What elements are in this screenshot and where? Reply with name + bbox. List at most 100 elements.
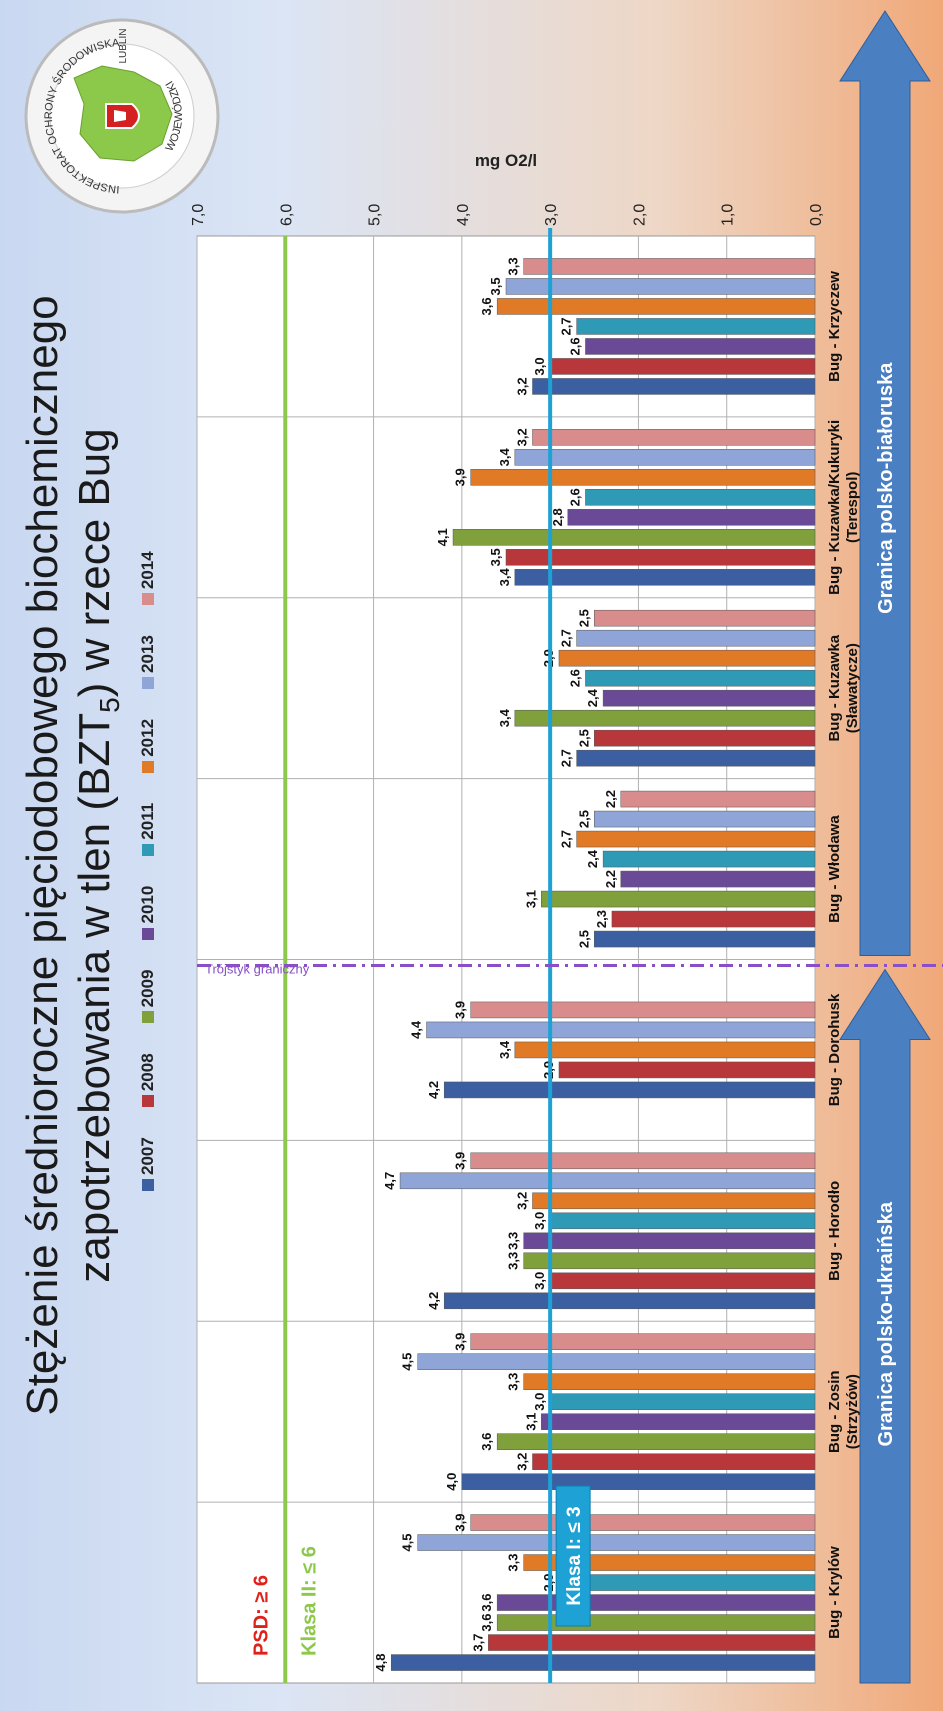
bar-value-label: 2,2	[603, 870, 618, 888]
bar-2010	[602, 689, 816, 707]
bar-value-label: 3,2	[514, 1192, 529, 1210]
bar-2007	[576, 749, 816, 767]
y-tick-label: 7,0	[190, 204, 207, 226]
klasa1-label-box	[555, 1485, 591, 1627]
bar-value-label: 3,0	[532, 1272, 547, 1290]
category-label: Bug - Kuzawka/Kukuryki	[826, 420, 843, 595]
bar-value-label: 2,5	[576, 930, 591, 948]
bar-2009	[452, 529, 816, 546]
bar-value-label: 3,6	[479, 297, 494, 315]
bar-2012	[523, 1554, 816, 1571]
bar-2012	[523, 1373, 816, 1390]
y-tick-label: 0,0	[808, 204, 825, 226]
category-sublabel: (Terespol)	[844, 472, 861, 543]
bar-2013	[426, 1021, 816, 1039]
klasa2-label: Klasa II: ≤ 6	[298, 1546, 320, 1656]
bar-value-label: 3,3	[506, 1232, 521, 1250]
bar-2010	[620, 870, 816, 888]
bar-2009	[496, 1614, 816, 1631]
bar-2014	[532, 429, 816, 446]
bar-2010	[567, 509, 816, 526]
category-sublabel: (Sławatycze)	[844, 643, 861, 733]
bar-2010	[523, 1232, 816, 1250]
bar-2010	[585, 338, 816, 355]
y-tick-label: 4,0	[455, 204, 472, 226]
bar-value-label: 2,7	[559, 317, 574, 335]
category-label: Bug - Krzyczew	[826, 271, 843, 382]
bar-2008	[611, 910, 816, 928]
bar-2007	[390, 1654, 816, 1671]
bar-value-label: 2,5	[576, 810, 591, 828]
bar-value-label: 3,6	[479, 1594, 494, 1612]
bar-2010	[496, 1594, 816, 1611]
y-tick-label: 5,0	[367, 204, 384, 226]
bar-2013	[417, 1534, 816, 1551]
bar-value-label: 2,4	[585, 849, 600, 868]
bar-value-label: 4,5	[400, 1534, 415, 1552]
bar-value-label: 4,2	[426, 1081, 441, 1099]
bar-2011	[585, 489, 816, 506]
bar-value-label: 3,9	[453, 468, 468, 486]
bar-value-label: 4,2	[426, 1292, 441, 1310]
bar-value-label: 2,5	[576, 609, 591, 627]
wios-logo: INSPEKTORAT OCHRONY ŚRODOWISKA WOJEWÓDZK…	[24, 18, 220, 214]
category-label: Bug - Krylów	[826, 1546, 843, 1639]
bar-2012	[576, 830, 816, 848]
bar-2014	[620, 790, 816, 808]
bar-2011	[549, 1212, 816, 1230]
bar-value-label: 4,5	[400, 1353, 415, 1371]
bar-2011	[558, 1574, 816, 1591]
bar-value-label: 2,4	[585, 688, 600, 707]
bar-2013	[576, 629, 816, 647]
bar-value-label: 3,5	[488, 277, 503, 295]
category-label: Bug - Zosin	[826, 1370, 843, 1453]
bar-2012	[470, 469, 816, 486]
bar-2012	[558, 649, 816, 667]
bar-2014	[523, 258, 816, 275]
axes: 0,0 1,0 2,0 3,0 4,0 5,0 6,0 7,0 mg O2/l Bug - Kry…	[190, 151, 861, 1639]
arrow-label-left: Granica polsko-ukraińska	[875, 1201, 897, 1446]
bar-value-label: 2,3	[594, 910, 609, 928]
bar-2013	[417, 1353, 816, 1370]
bar-value-label: 4,0	[444, 1473, 459, 1491]
y-tick-label: 1,0	[720, 204, 737, 226]
bar-value-label: 4,8	[373, 1654, 388, 1672]
bar-2014	[470, 1514, 816, 1531]
bar-value-label: 3,9	[453, 1514, 468, 1532]
bar-2011	[602, 850, 816, 868]
bar-value-label: 3,0	[532, 357, 547, 375]
bar-2007	[594, 930, 816, 948]
border-arrows: Granica polsko-ukraińska Granica polsko-b…	[839, 10, 931, 1684]
bar-2009	[496, 1433, 816, 1450]
bar-value-label: 2,6	[567, 488, 582, 506]
crest-animal-icon	[114, 110, 126, 122]
bar-value-label: 3,1	[523, 1413, 538, 1431]
bar-2014	[470, 1333, 816, 1350]
trojstyk-label: Trójstyk graniczny	[205, 962, 310, 977]
y-tick-label: 2,0	[631, 204, 648, 226]
bar-2012	[532, 1192, 816, 1210]
bar-2013	[399, 1172, 816, 1190]
y-tick-label: 3,0	[543, 204, 560, 226]
bar-2007	[443, 1081, 816, 1099]
bar-value-label: 3,3	[506, 1373, 521, 1391]
bar-2008	[488, 1634, 816, 1651]
bar-2008	[549, 1272, 816, 1290]
bar-value-label: 3,9	[453, 1001, 468, 1019]
bar-2011	[576, 318, 816, 335]
bar-value-label: 3,4	[497, 1040, 512, 1059]
bar-value-label: 3,2	[514, 1453, 529, 1471]
bar-value-label: 2,7	[559, 830, 574, 848]
bar-value-label: 3,6	[479, 1433, 494, 1451]
bar-2013	[505, 278, 816, 295]
bar-2013	[514, 449, 816, 466]
bar-2008	[558, 1061, 816, 1079]
border-arrow-left	[839, 968, 931, 1684]
bar-value-label: 2,7	[559, 749, 574, 767]
bar-value-label: 2,6	[567, 337, 582, 355]
bar-2009	[541, 890, 816, 908]
bar-value-label: 3,3	[506, 1252, 521, 1270]
klasa1-label: Klasa I: ≤ 3	[564, 1506, 585, 1605]
